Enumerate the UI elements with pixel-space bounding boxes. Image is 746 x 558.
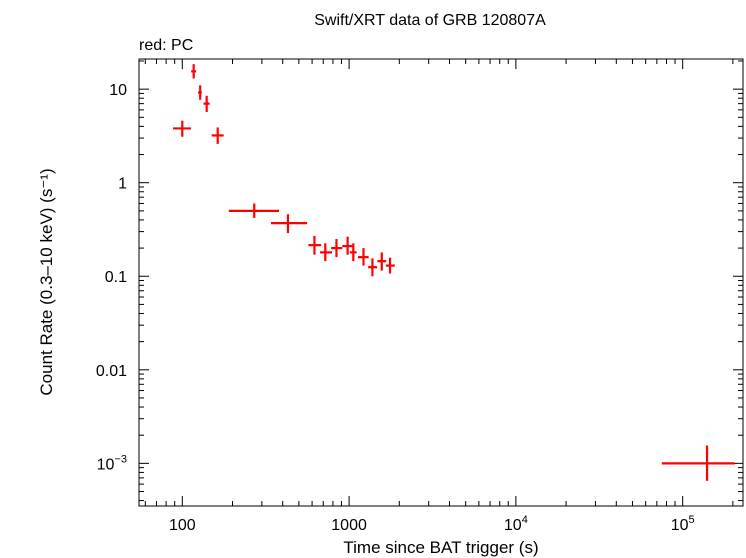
x-axis-ticks: 100 1000 104 105 <box>144 59 734 534</box>
data-point <box>197 85 202 100</box>
x-tick-label: 104 <box>504 514 528 534</box>
data-point <box>331 239 343 258</box>
data-point <box>270 214 308 233</box>
data-point <box>377 252 387 271</box>
plot-frame <box>138 58 744 507</box>
x-tick-label: 105 <box>671 514 695 534</box>
y-tick-label: 1 <box>118 176 127 193</box>
y-tick-label-base: 10 <box>97 456 115 473</box>
y-axis-label: Count Rate (0.3–10 keV) (s⁻¹) <box>37 168 56 395</box>
data-point <box>203 95 210 112</box>
data-point <box>368 258 377 277</box>
x-tick-label-exponent: 4 <box>522 514 528 526</box>
chart-subtitle: red: PC <box>139 37 193 54</box>
data-point <box>349 243 357 262</box>
y-tick-label: 0.01 <box>96 363 127 380</box>
x-tick-label-base: 10 <box>671 517 689 534</box>
y-tick-label: 10 <box>109 82 127 99</box>
data-point <box>228 203 280 218</box>
data-point <box>308 235 322 255</box>
data-point <box>320 243 333 262</box>
x-tick-label: 100 <box>169 517 196 534</box>
chart-title: Swift/XRT data of GRB 120807A <box>314 12 546 29</box>
x-tick-label-base: 10 <box>504 517 522 534</box>
data-point <box>173 120 192 137</box>
data-point <box>342 236 354 255</box>
data-point <box>385 257 395 274</box>
y-tick-label: 10−3 <box>97 453 127 473</box>
y-tick-label-exponent: −3 <box>114 453 127 465</box>
data-point <box>661 445 735 481</box>
x-tick-label-exponent: 5 <box>689 514 695 526</box>
data-point <box>191 64 197 79</box>
data-point <box>211 127 224 144</box>
data-point <box>357 248 369 266</box>
x-axis-label: Time since BAT trigger (s) <box>343 538 538 557</box>
data-points <box>173 64 735 481</box>
y-tick-label: 0.1 <box>105 269 127 286</box>
x-tick-label: 1000 <box>331 517 367 534</box>
